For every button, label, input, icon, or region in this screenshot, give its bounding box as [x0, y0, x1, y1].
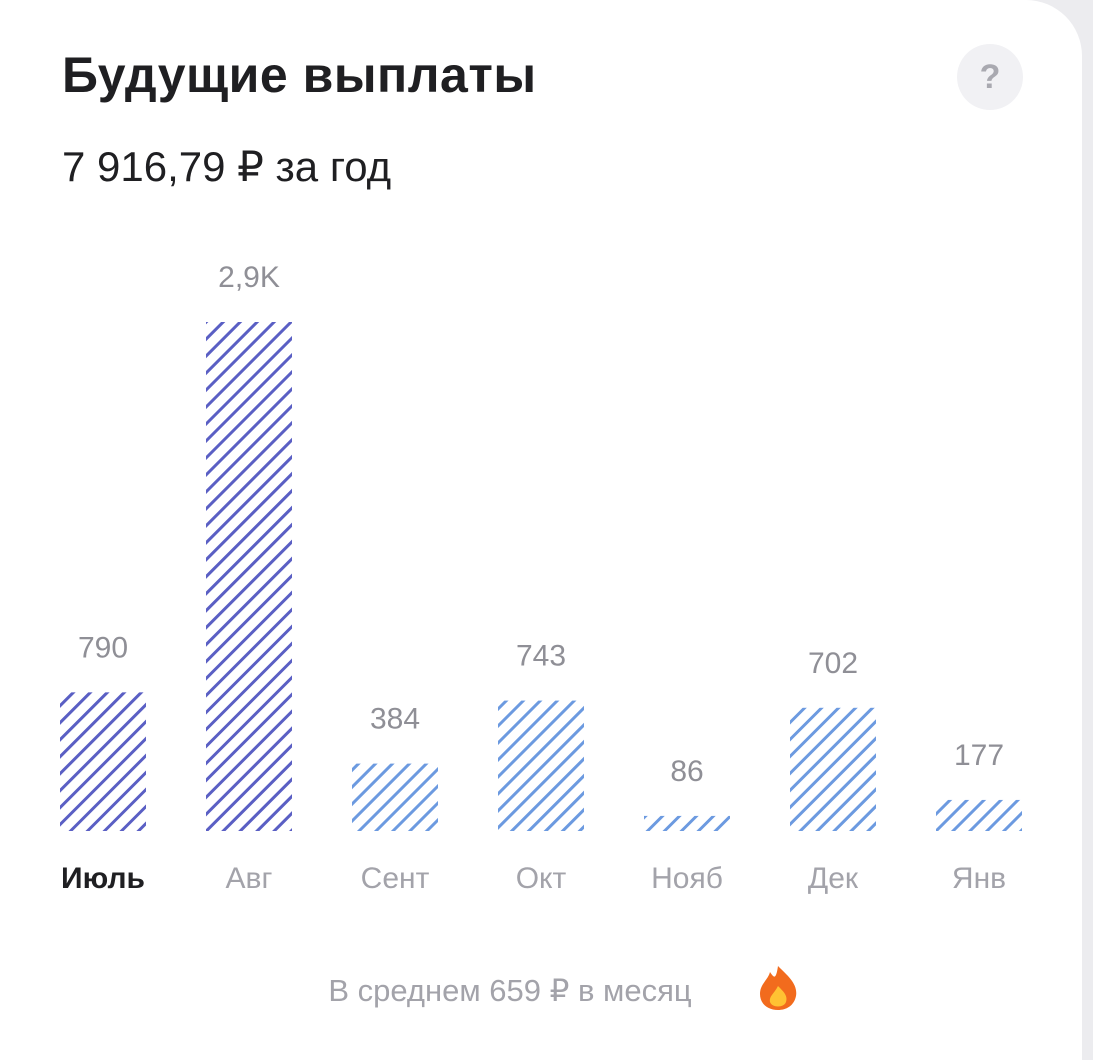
value-label: 384 [370, 703, 420, 736]
title: Будущие выплаты [62, 47, 537, 103]
bar [644, 815, 730, 831]
bar [498, 700, 584, 831]
x-tick-label: Янв [952, 862, 1006, 895]
value-label: 790 [78, 631, 128, 664]
x-tick-label: Авг [226, 862, 273, 895]
x-tick-label: Нояб [651, 862, 723, 895]
bar [352, 763, 438, 831]
footer-text: В среднем 659 ₽ в месяц [328, 973, 692, 1008]
x-tick-label: Сент [361, 862, 430, 895]
value-label: 743 [516, 640, 566, 673]
value-label: 2,9K [218, 261, 280, 294]
bar [60, 692, 146, 831]
help-button[interactable]: ? [957, 44, 1023, 110]
subtitle: 7 916,79 ₽ за год [62, 143, 392, 190]
value-label: 177 [954, 739, 1004, 772]
x-tick-label: Дек [808, 862, 859, 895]
fire-icon [760, 966, 797, 1010]
x-tick-label: Окт [516, 862, 567, 895]
bar [206, 322, 292, 831]
x-tick-label: Июль [61, 862, 145, 895]
bar [936, 799, 1022, 831]
value-label: 702 [808, 647, 858, 680]
value-label: 86 [670, 755, 703, 788]
bar [790, 707, 876, 831]
chart: В среднем 659 ₽ в месяц 790 Июль 2,9K Авг 38… [60, 261, 1022, 1010]
